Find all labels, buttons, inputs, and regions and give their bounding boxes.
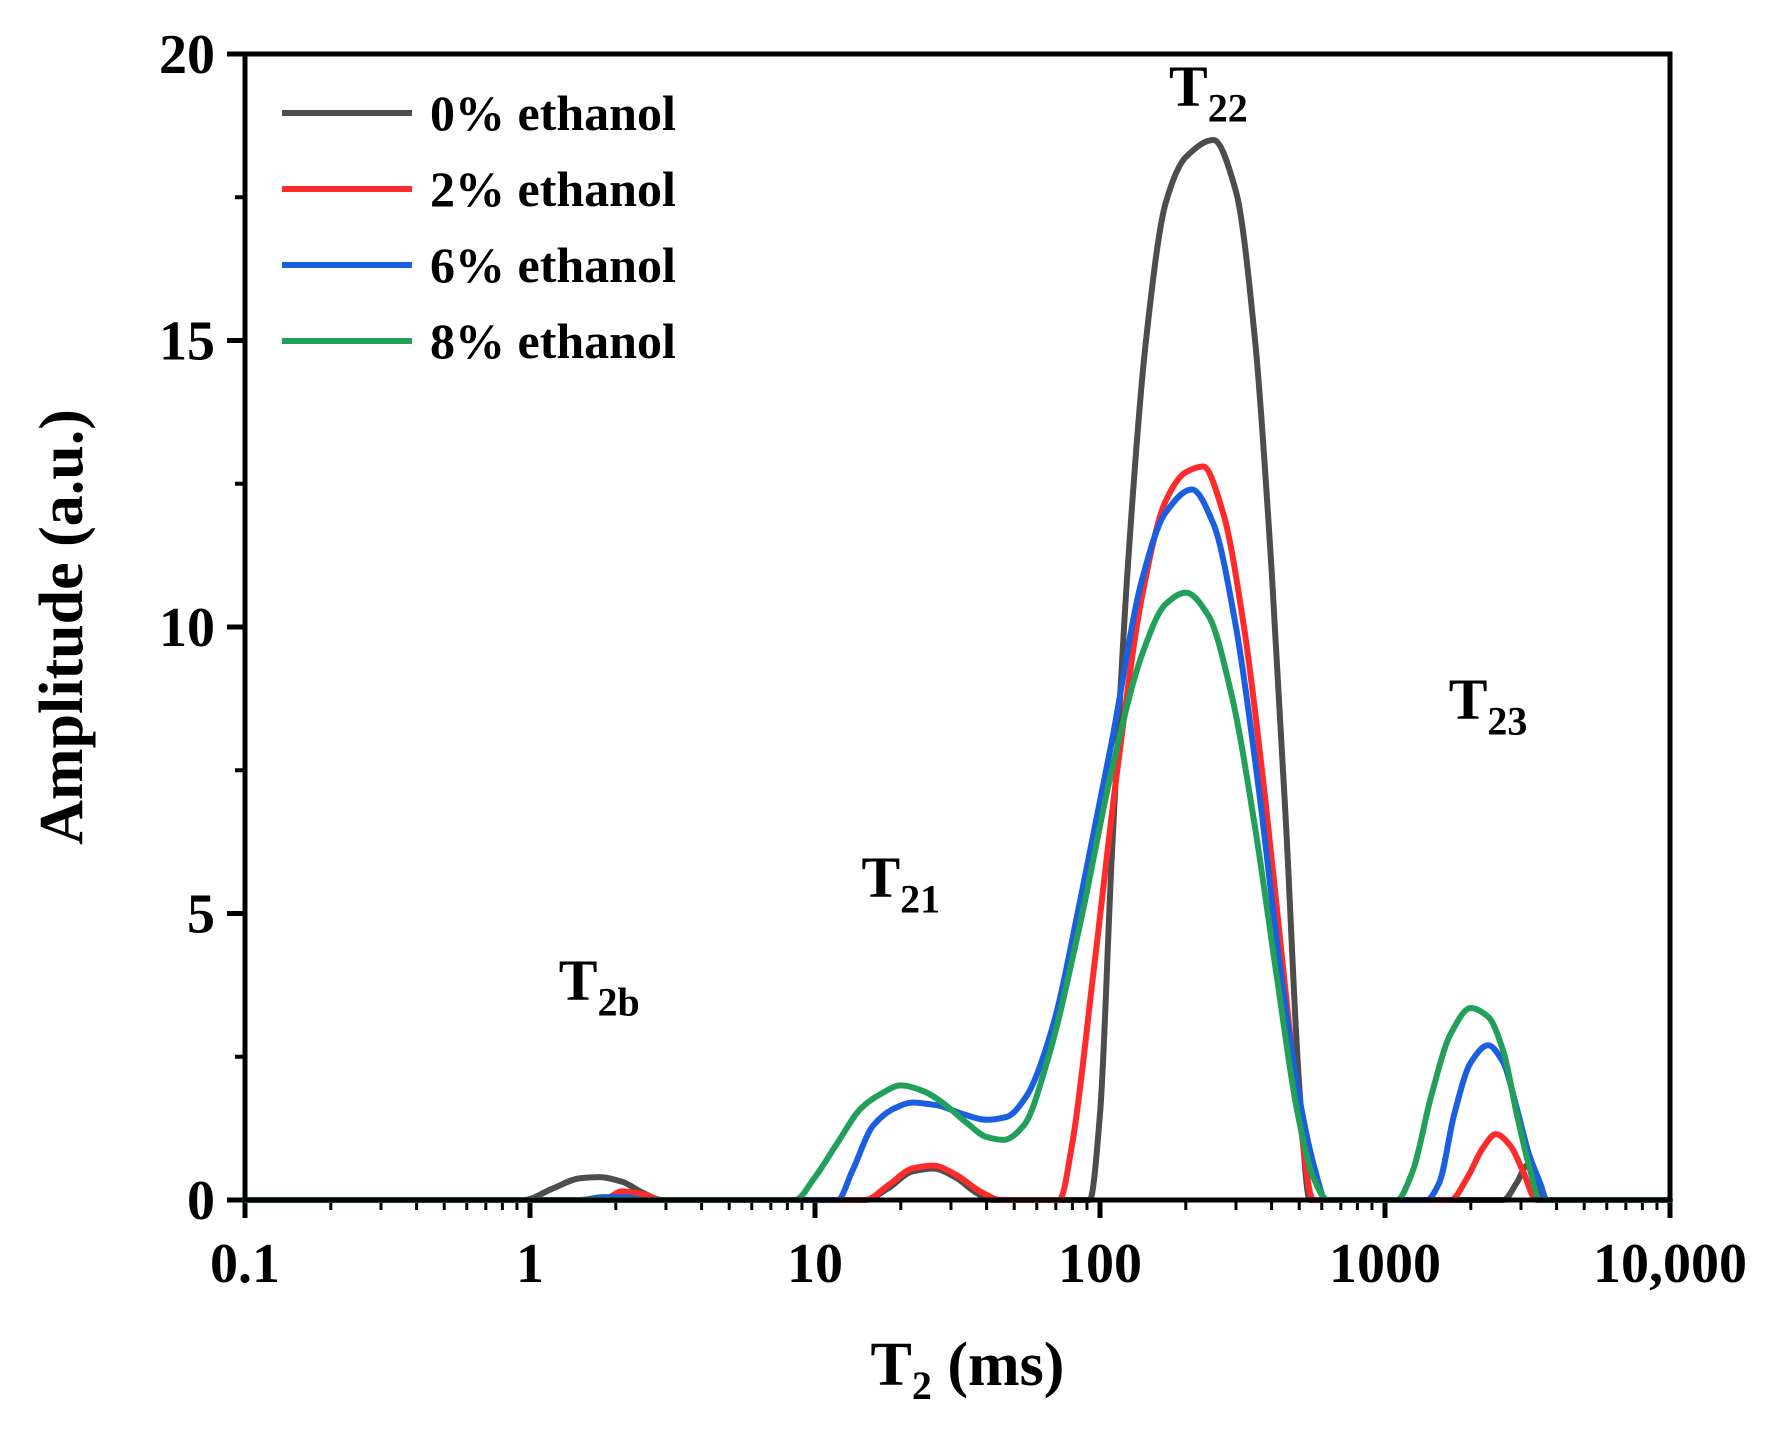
- y-axis-title: Amplitude (a.u.): [28, 409, 96, 845]
- x-tick-label: 10: [787, 1233, 843, 1295]
- x-tick-label: 1000: [1329, 1233, 1441, 1295]
- peak-label-t23: T23: [1449, 667, 1528, 744]
- y-tick-label: 5: [187, 884, 215, 946]
- y-tick-label: 15: [159, 311, 215, 373]
- legend-label: 6% ethanol: [430, 237, 676, 293]
- peak-annotations: T2b T21 T22 T23: [559, 54, 1528, 1025]
- x-tick-label: 100: [1058, 1233, 1142, 1295]
- x-axis-title-suffix: (ms): [932, 1331, 1065, 1399]
- y-axis-ticks: 0 5 10 15 20: [159, 24, 245, 1232]
- y-tick-label: 0: [187, 1170, 215, 1232]
- legend-label: 2% ethanol: [430, 161, 676, 217]
- x-tick-label: 0.1: [210, 1233, 280, 1295]
- peak-label-t22: T22: [1169, 54, 1248, 131]
- peak-label-t21: T21: [861, 844, 940, 921]
- y-tick-label: 10: [159, 597, 215, 659]
- y-tick-label: 20: [159, 24, 215, 86]
- x-tick-label: 10,000: [1593, 1233, 1747, 1295]
- series-line-2-ethanol: [242, 463, 1673, 1204]
- peak-label-t2b: T2b: [559, 947, 640, 1024]
- legend-label: 8% ethanol: [430, 313, 676, 369]
- x-axis-title-subscript: 2: [912, 1363, 932, 1408]
- x-axis-title: T2 (ms): [871, 1331, 1065, 1408]
- legend-label: 0% ethanol: [430, 85, 676, 141]
- series-line-8-ethanol: [242, 589, 1673, 1204]
- x-axis-title-main: T: [871, 1331, 912, 1399]
- x-axis-ticks: 0.1 1 10 100 1000 10,000: [210, 1200, 1747, 1295]
- series-line-6-ethanol: [242, 486, 1673, 1204]
- x-tick-label: 1: [516, 1233, 544, 1295]
- plot-frame: [242, 51, 1673, 1203]
- legend: 0% ethanol 2% ethanol 6% ethanol 8% ethanol: [282, 85, 676, 369]
